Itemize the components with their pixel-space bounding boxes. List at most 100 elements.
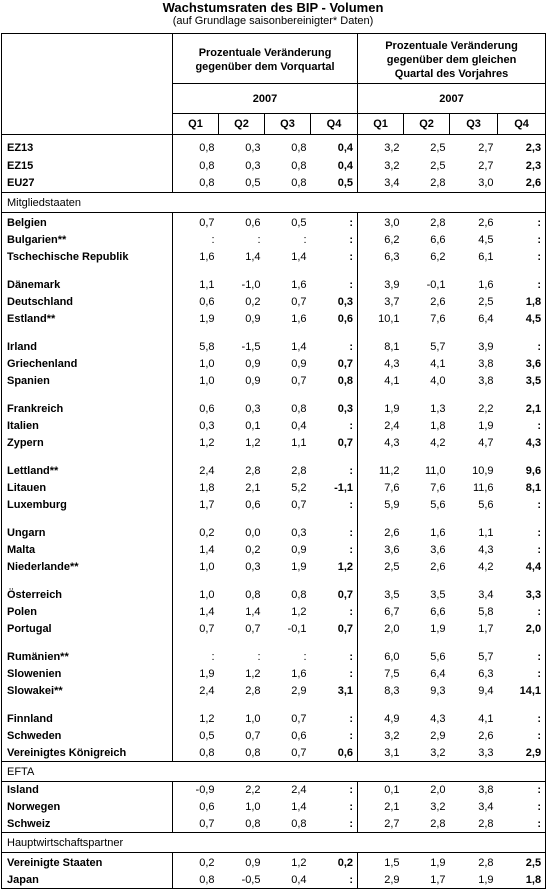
- cell-value: 2,2: [245, 784, 261, 797]
- row-label: Slowenien: [1, 665, 173, 683]
- cell-value: :: [257, 234, 261, 246]
- cell-value: 2,0: [430, 784, 446, 797]
- cell-value: 2,8: [291, 465, 307, 477]
- cell-value: 0,7: [172, 815, 219, 833]
- cell-value: 4,3: [357, 434, 404, 452]
- cell-value: 2,7: [357, 815, 404, 833]
- cell-value: 2,8: [449, 815, 498, 833]
- table-row: Niederlande** 1,0 0,3 1,9 1,2 2,5 2,6 4,2 4,4: [1, 558, 546, 576]
- cell-value: 6,1: [478, 251, 494, 263]
- cell-value: 2,8: [245, 685, 261, 697]
- cell-value: 2,4: [291, 784, 307, 797]
- cell-value: 5,7: [478, 651, 494, 663]
- cell-value: 14,1: [497, 682, 546, 700]
- row-label: Japan: [1, 871, 173, 889]
- cell-value: 1,7: [199, 499, 215, 511]
- cell-value: 4,0: [430, 375, 446, 387]
- cell-value: 1,2: [291, 857, 307, 869]
- cell-value: 3,3: [497, 586, 546, 604]
- cell-value: 0,8: [291, 159, 307, 172]
- row-label: Schweiz: [1, 815, 173, 833]
- cell-value: 0,6: [199, 296, 215, 308]
- cell-value: 0,8: [172, 174, 219, 193]
- cell-value: 1,4: [291, 801, 307, 813]
- cell-value: 2,5: [430, 159, 446, 172]
- cell-value: 2,6: [430, 561, 446, 573]
- table-row: Slowakei** 2,4 2,8 2,9 3,1 8,3 9,3 9,4 14,1: [1, 682, 546, 700]
- cell-value: 3,0: [449, 174, 498, 193]
- cell-value: 0,7: [337, 358, 354, 370]
- cell-value: 3,4: [478, 589, 494, 601]
- table-row: Vereinigte Staaten 0,2 0,9 1,2 0,2 1,5 1,9 2,8 2…: [1, 854, 546, 872]
- header-prev-quarter-line2: gegenüber dem Vorquartal: [195, 60, 335, 73]
- cell-value: 1,3: [430, 403, 446, 415]
- table-row: EU27 0,8 0,5 0,8 0,5 3,4 2,8 3,0 2,6: [1, 174, 546, 193]
- cell-value: -0,1: [426, 279, 446, 291]
- cell-value: :: [349, 784, 354, 797]
- cell-value: 3,0: [357, 214, 404, 232]
- quarter-header: Q3: [449, 113, 498, 135]
- cell-value: :: [211, 234, 215, 246]
- cell-value: 4,3: [478, 544, 494, 556]
- cell-value: 4,1: [478, 713, 494, 725]
- table-row: Rumänien**::::6,0 5,6 5,7:: [1, 648, 546, 666]
- cell-value: 2,5: [497, 854, 546, 872]
- cell-value: 2,9: [497, 744, 546, 762]
- cell-value: 3,5: [357, 586, 404, 604]
- cell-value: 8,1: [497, 479, 546, 497]
- table-row: Japan 0,8 -0,5 0,4:2,9 1,7 1,9 1,8: [1, 871, 546, 889]
- table-row: Island -0,9 2,2 2,4:0,1 2,0 3,8:: [1, 781, 546, 799]
- cell-value: :: [349, 420, 354, 432]
- cell-value: -0,5: [218, 871, 265, 889]
- cell-value: 2,6: [478, 217, 494, 229]
- cell-value: 2,7: [478, 141, 494, 154]
- row-label: Malta: [1, 541, 173, 559]
- cell-value: 0,8: [172, 744, 219, 762]
- row-label: Irland: [1, 338, 173, 356]
- cell-value: 0,3: [245, 403, 261, 415]
- table-row: Luxemburg 1,7 0,6 0,7:5,9 5,6 5,6:: [1, 496, 546, 514]
- cell-value: 0,3: [245, 141, 261, 154]
- cell-value: 0,9: [245, 857, 261, 869]
- cell-value: 0,3: [337, 296, 354, 308]
- cell-value: 0,9: [245, 313, 261, 325]
- cell-value: 1,9: [430, 623, 446, 635]
- cell-value: 0,8: [245, 589, 261, 601]
- cell-value: 0,8: [218, 815, 265, 833]
- cell-value: 4,3: [357, 355, 404, 373]
- cell-value: :: [310, 815, 358, 833]
- cell-value: 3,6: [497, 355, 546, 373]
- cell-value: :: [349, 801, 354, 813]
- cell-value: 1,4: [199, 606, 215, 618]
- row-label: Schweden: [1, 727, 173, 745]
- cell-value: 1,1: [291, 437, 307, 449]
- cell-value: 3,2: [357, 138, 404, 157]
- cell-value: -0,1: [287, 623, 307, 635]
- row-label: Litauen: [1, 479, 173, 497]
- cell-value: 2,1: [357, 798, 404, 816]
- cell-value: :: [349, 341, 354, 353]
- cell-value: 11,0: [424, 465, 446, 477]
- cell-value: 0,3: [291, 527, 307, 539]
- cell-value: 0,9: [291, 358, 307, 370]
- cell-value: 0,4: [337, 159, 354, 172]
- cell-value: 6,3: [478, 668, 494, 680]
- table-row: Griechenland 1,0 0,9 0,9 0,7 4,3 4,1 3,8 3,6: [1, 355, 546, 373]
- row-label: Ungarn: [1, 524, 173, 542]
- cell-value: 0,2: [337, 857, 354, 869]
- table-row: Polen 1,4 1,4 1,2:6,7 6,6 5,8:: [1, 603, 546, 621]
- cell-value: 1,2: [291, 606, 307, 618]
- cell-value: 0,6: [245, 217, 261, 229]
- cell-value: 0,2: [245, 296, 261, 308]
- cell-value: 1,8: [497, 871, 546, 889]
- cell-value: 1,0: [199, 375, 215, 387]
- row-label: Portugal: [1, 620, 173, 638]
- cell-value: 4,3: [430, 713, 446, 725]
- cell-value: 0,9: [291, 544, 307, 556]
- cell-value: 2,9: [357, 871, 404, 889]
- cell-value: 1,1: [199, 279, 215, 291]
- cell-value: :: [497, 541, 546, 559]
- row-label: Griechenland: [1, 355, 173, 373]
- cell-value: 0,1: [245, 420, 261, 432]
- cell-value: 0,3: [245, 561, 261, 573]
